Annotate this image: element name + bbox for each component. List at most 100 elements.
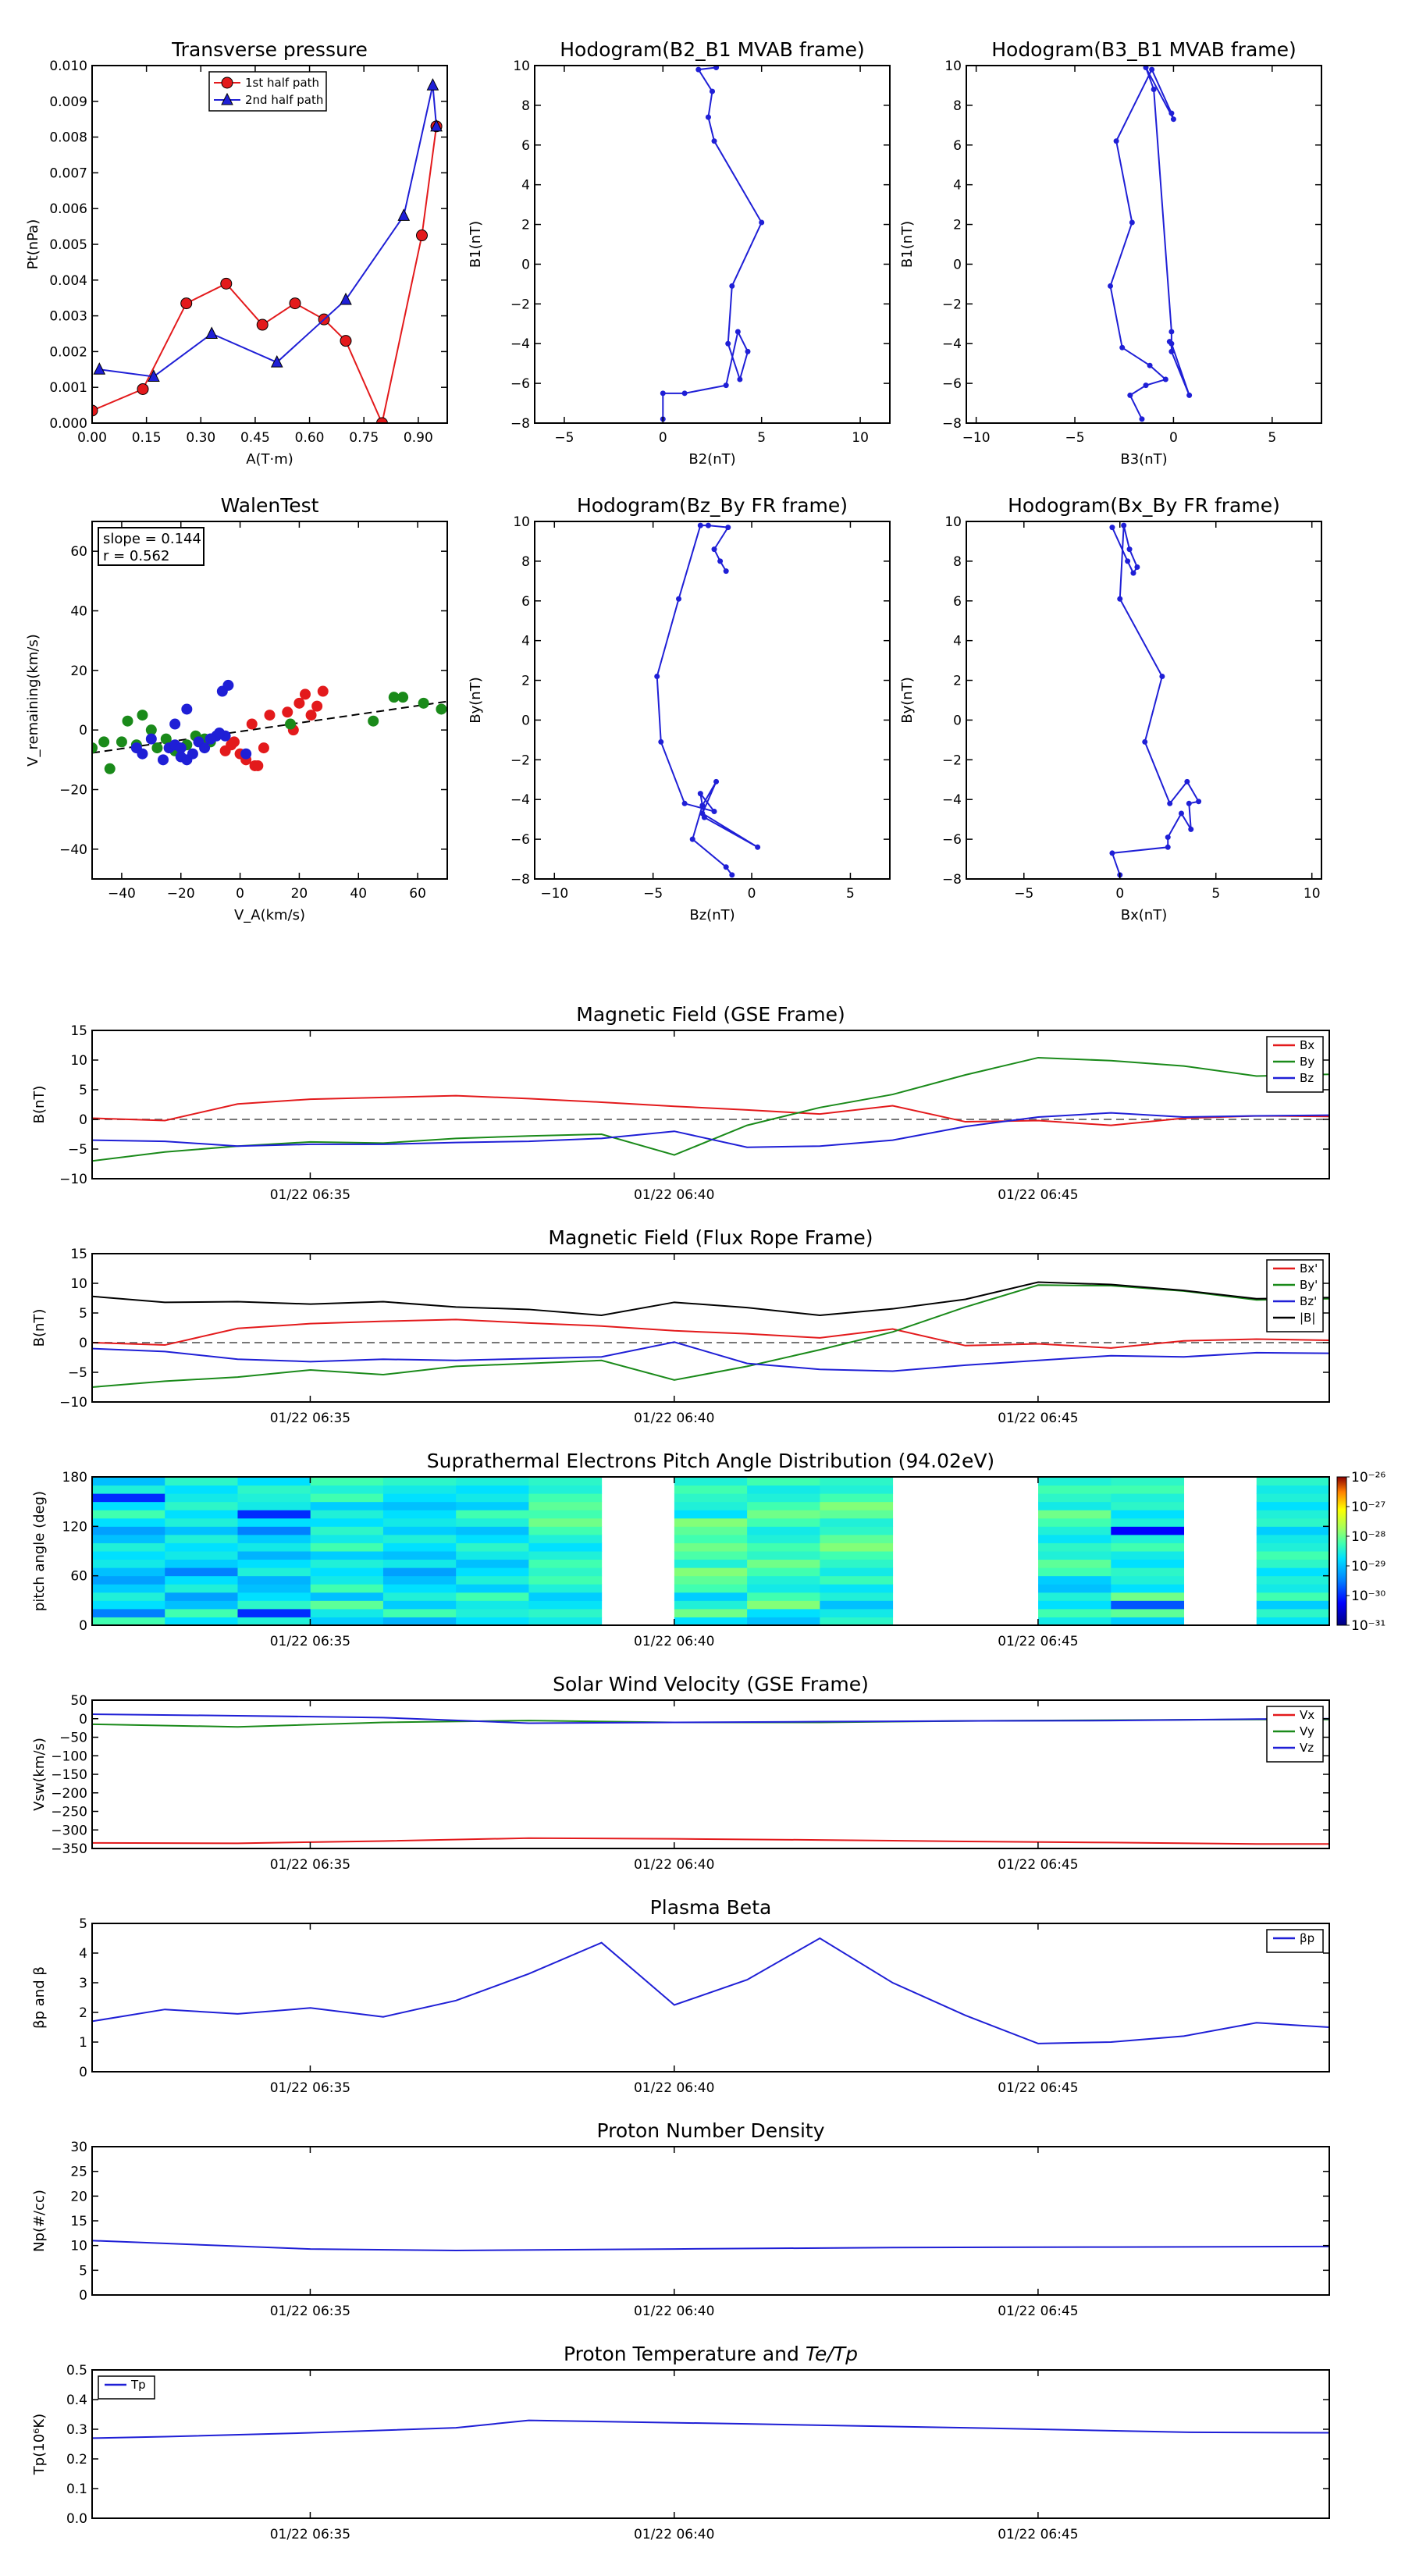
legend-label: 2nd half path — [245, 93, 323, 107]
x-tick-label: −5 — [1014, 886, 1033, 902]
heatmap-cell — [747, 1517, 820, 1527]
heatmap-cell — [674, 1608, 748, 1617]
x-tick-label: 01/22 06:35 — [270, 2527, 350, 2542]
heatmap-cell — [1038, 1584, 1112, 1593]
heatmap-cell — [456, 1493, 529, 1503]
y-tick-label: 3 — [79, 1976, 87, 1991]
plasma-beta-panel: Plasma Beta 0 1 2 3 4 5 01/22 06:35 01/22 06:40 0… — [31, 1896, 1330, 2096]
heatmap-cell — [1038, 1617, 1112, 1625]
data-point — [397, 692, 409, 703]
heatmap-cell — [237, 1493, 311, 1503]
y-tick-label: 4 — [953, 178, 962, 194]
y-axis-label: B(nT) — [31, 1309, 48, 1347]
data-point — [187, 748, 198, 760]
y-tick-label: −2 — [510, 753, 530, 768]
heatmap-cell — [1111, 1501, 1185, 1510]
heatmap-cell — [310, 1617, 384, 1625]
heatmap-cell — [165, 1600, 238, 1610]
y-tick-label: 2 — [953, 218, 962, 233]
heatmap-cell — [528, 1584, 603, 1593]
heatmap-cell — [92, 1575, 165, 1585]
annotation-box — [98, 527, 205, 566]
data-point — [1162, 376, 1168, 382]
x-axis-label: A(T·m) — [246, 451, 293, 468]
heatmap-cell — [747, 1551, 820, 1560]
data-point — [205, 733, 216, 745]
data-point — [755, 844, 761, 850]
y-tick-label: 0.0 — [66, 2511, 87, 2527]
data-point — [1188, 826, 1194, 832]
x-axis-label: V_A(km/s) — [234, 907, 305, 923]
panel-title: Proton Number Density — [597, 2119, 825, 2142]
y-tick-label: 2 — [521, 218, 530, 233]
data-point — [1143, 66, 1149, 71]
data-point — [98, 736, 110, 748]
data-point — [122, 715, 133, 727]
heatmap-cell — [237, 1534, 311, 1543]
data-point — [689, 836, 695, 842]
series-line-βp — [92, 1937, 1329, 2044]
y-tick-label: 25 — [70, 2165, 87, 2180]
heatmap-cell — [92, 1517, 165, 1527]
data-point — [1165, 834, 1171, 841]
y-tick-label: 20 — [70, 2189, 87, 2204]
heatmap-cell — [1038, 1526, 1112, 1535]
data-point — [725, 525, 731, 531]
heatmap-cell — [1111, 1534, 1185, 1543]
y-tick-label: 10 — [513, 59, 530, 74]
legend-box — [1266, 1259, 1324, 1332]
heatmap-cell — [674, 1575, 748, 1585]
heatmap-cell — [820, 1575, 894, 1585]
data-point — [737, 376, 743, 382]
y-tick-label: −50 — [59, 1731, 87, 1746]
heatmap-cell — [382, 1501, 457, 1510]
data-point — [1184, 778, 1190, 785]
heatmap-cell — [1038, 1517, 1112, 1527]
heatmap-cell — [382, 1542, 457, 1552]
y-tick-label: −200 — [51, 1786, 87, 1802]
heatmap-cell — [92, 1526, 165, 1535]
heatmap-cell — [747, 1526, 820, 1535]
heatmap-cell — [1111, 1485, 1185, 1494]
data-point — [723, 568, 729, 575]
heatmap-cell — [310, 1510, 384, 1519]
data-point — [1168, 110, 1175, 116]
y-tick-label: −40 — [59, 842, 87, 858]
heatmap-cell — [310, 1534, 384, 1543]
data-point — [270, 355, 283, 368]
y-tick-label: 0.005 — [49, 237, 87, 253]
heatmap-cell — [382, 1608, 457, 1617]
y-tick-label: −4 — [510, 792, 530, 808]
heatmap-cell — [1111, 1608, 1185, 1617]
y-tick-label: 15 — [70, 2214, 87, 2229]
data-point — [713, 66, 720, 71]
heatmap-cell — [820, 1493, 894, 1503]
panel-title: Hodogram(B2_B1 MVAB frame) — [560, 38, 865, 61]
data-point — [368, 715, 379, 727]
y-tick-label: 0.5 — [66, 2363, 87, 2379]
data-point — [137, 748, 148, 760]
heatmap-cell — [382, 1559, 457, 1568]
y-tick-label: −150 — [51, 1767, 87, 1783]
heatmap-cell — [1256, 1510, 1329, 1519]
heatmap-cell — [820, 1551, 894, 1560]
y-tick-label: −4 — [510, 336, 530, 352]
heatmap-cell — [674, 1600, 748, 1610]
heatmap-cell — [456, 1551, 529, 1560]
legend-label: Bz — [1300, 1071, 1314, 1085]
legend-label: Bx' — [1300, 1261, 1318, 1276]
heatmap-cell — [92, 1477, 165, 1486]
data-point — [175, 742, 187, 754]
y-tick-label: 5 — [79, 2263, 87, 2279]
heatmap-cell — [820, 1608, 894, 1617]
y-tick-label: −5 — [68, 1142, 87, 1158]
data-point — [1196, 799, 1202, 805]
data-point — [1119, 344, 1126, 350]
heatmap-cell — [237, 1617, 311, 1625]
heatmap-cell — [92, 1534, 165, 1543]
heatmap-cell — [1256, 1584, 1329, 1593]
data-point — [711, 546, 717, 553]
data-point — [697, 791, 703, 797]
data-point — [1167, 800, 1173, 806]
data-point — [705, 522, 711, 528]
